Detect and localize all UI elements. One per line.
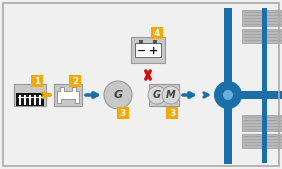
- Bar: [242, 10, 282, 26]
- Bar: [16, 93, 44, 106]
- Bar: [241, 91, 282, 99]
- Text: 4: 4: [154, 29, 160, 38]
- Polygon shape: [57, 87, 79, 103]
- Circle shape: [223, 90, 233, 100]
- Bar: [224, 8, 232, 82]
- Bar: [263, 121, 267, 125]
- Bar: [263, 139, 267, 143]
- Bar: [262, 8, 267, 163]
- Text: 1: 1: [34, 77, 40, 86]
- Bar: [54, 84, 82, 106]
- Bar: [69, 75, 81, 87]
- Circle shape: [148, 86, 166, 104]
- Bar: [117, 107, 129, 119]
- Bar: [31, 75, 43, 87]
- Bar: [149, 84, 179, 106]
- Bar: [242, 115, 282, 131]
- Text: 2: 2: [72, 77, 78, 86]
- Bar: [224, 108, 232, 164]
- Text: M: M: [166, 90, 176, 100]
- Bar: [242, 29, 282, 43]
- Circle shape: [104, 81, 132, 109]
- Text: 3: 3: [120, 108, 126, 117]
- Circle shape: [214, 81, 242, 109]
- Bar: [14, 84, 46, 106]
- Text: 3: 3: [169, 108, 175, 117]
- Text: −: −: [137, 46, 147, 56]
- Text: +: +: [149, 46, 158, 56]
- Bar: [263, 34, 267, 38]
- Circle shape: [162, 86, 180, 104]
- Bar: [151, 27, 163, 39]
- Bar: [135, 43, 161, 57]
- Bar: [139, 40, 143, 44]
- Bar: [166, 107, 178, 119]
- Bar: [263, 16, 267, 20]
- Bar: [131, 37, 165, 63]
- Text: G: G: [153, 90, 161, 100]
- Bar: [242, 134, 282, 148]
- Bar: [153, 40, 157, 44]
- Text: G: G: [113, 90, 123, 100]
